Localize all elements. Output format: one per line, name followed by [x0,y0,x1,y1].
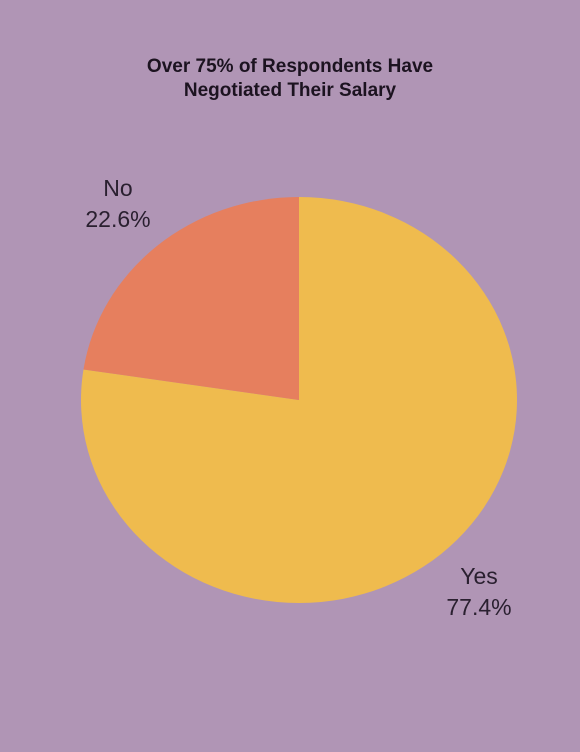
value-label: 77.4% [446,594,511,620]
pie-slice [83,197,299,400]
slice-label: Yes [460,563,498,589]
slice-label: No [103,175,132,201]
chart-title: Over 75% of Respondents Have Negotiated … [146,56,434,101]
pie-slice [81,197,517,603]
value-label: 22.6% [85,206,150,232]
